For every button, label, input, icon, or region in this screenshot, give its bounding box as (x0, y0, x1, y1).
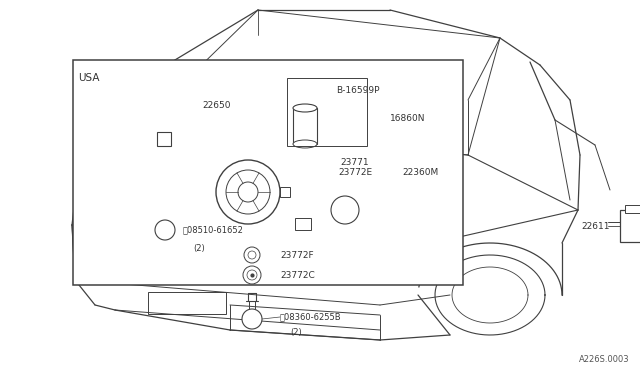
Text: 22360M: 22360M (402, 167, 438, 176)
Bar (295, 218, 311, 230)
Circle shape (331, 196, 359, 224)
Text: 23772F: 23772F (280, 250, 314, 260)
Text: A226S.0003: A226S.0003 (579, 355, 630, 364)
Bar (625, 205, 640, 213)
Text: 16860N: 16860N (390, 113, 426, 122)
Circle shape (244, 247, 260, 263)
Bar (148, 292, 226, 314)
Bar (293, 108, 317, 144)
Bar (620, 210, 640, 242)
Circle shape (243, 266, 261, 284)
Circle shape (226, 170, 270, 214)
Circle shape (238, 182, 258, 202)
Text: (2): (2) (290, 328, 301, 337)
Text: 23772C: 23772C (280, 270, 315, 279)
Text: USA: USA (78, 73, 99, 83)
Bar (280, 187, 290, 197)
Text: B-16599P: B-16599P (336, 86, 380, 94)
Ellipse shape (293, 140, 317, 148)
Bar (157, 132, 171, 146)
Ellipse shape (293, 104, 317, 112)
Circle shape (155, 220, 175, 240)
Text: 23772E: 23772E (338, 167, 372, 176)
Text: Ⓜ08360-6255B: Ⓜ08360-6255B (280, 312, 342, 321)
Text: S: S (163, 225, 168, 234)
Text: S: S (250, 314, 254, 324)
Circle shape (248, 251, 256, 259)
Circle shape (216, 160, 280, 224)
Text: Ⓜ08510-61652: Ⓜ08510-61652 (183, 225, 244, 234)
Text: 22611: 22611 (582, 221, 610, 231)
Text: 22650: 22650 (202, 100, 230, 109)
Circle shape (242, 309, 262, 329)
Text: 23771: 23771 (340, 157, 369, 167)
Bar (287, 78, 367, 146)
Text: (2): (2) (193, 244, 205, 253)
Bar (73, 60, 463, 285)
Circle shape (247, 270, 257, 280)
